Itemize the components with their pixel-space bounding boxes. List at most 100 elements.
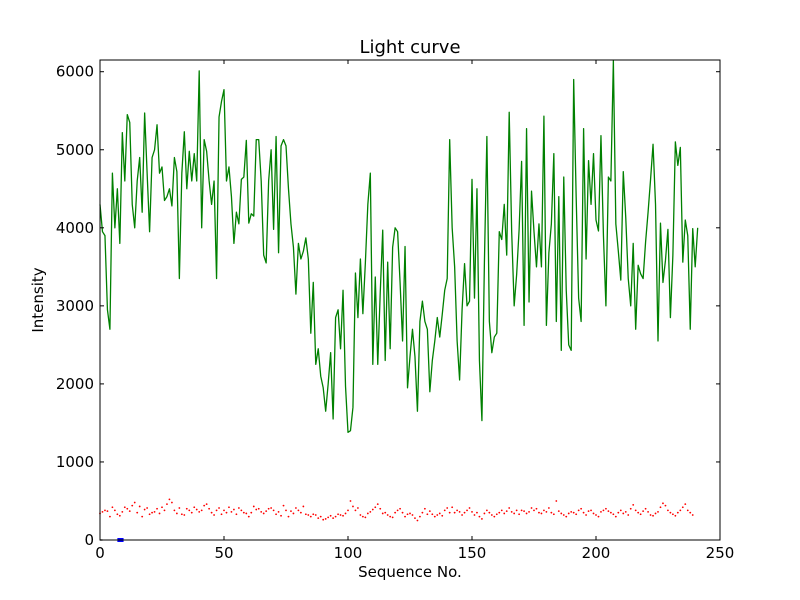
series-1-point-131 <box>423 507 426 510</box>
series-1-point-126 <box>411 514 414 516</box>
series-1-point-14 <box>133 501 136 504</box>
series-1-point-11 <box>126 507 129 510</box>
series-1-point-112 <box>376 503 379 505</box>
series-1-point-6 <box>113 509 116 512</box>
series-1-point-2 <box>104 509 106 512</box>
plot-frame <box>99 59 721 541</box>
series-1-point-32 <box>178 507 181 509</box>
series-1-point-177 <box>538 511 540 514</box>
series-1-point-100 <box>347 509 349 512</box>
series-1-point-22 <box>153 511 156 513</box>
series-1-point-193 <box>577 509 580 512</box>
series-1-point-50 <box>223 509 225 512</box>
series-1-point-200 <box>595 514 597 516</box>
series-1-point-82 <box>302 505 305 508</box>
series-1-point-66 <box>262 512 265 515</box>
series-1-point-182 <box>550 511 553 514</box>
series-1-point-231 <box>671 513 674 516</box>
series-1-point-107 <box>364 516 367 519</box>
series-1-point-159 <box>493 515 496 518</box>
series-1-point-161 <box>498 511 501 514</box>
series-1-point-176 <box>535 507 538 510</box>
series-1-point-64 <box>257 507 260 510</box>
series-1-point-224 <box>654 512 657 515</box>
x-tick-label: 150 <box>458 544 487 562</box>
series-1-point-225 <box>657 511 659 513</box>
series-1-point-166 <box>510 511 513 513</box>
series-1-point-102 <box>352 505 354 508</box>
series-1-point-105 <box>359 514 362 516</box>
series-1-point-171 <box>523 510 525 513</box>
series-1-point-209 <box>617 511 620 514</box>
series-1-point-148 <box>466 509 468 512</box>
series-1-point-25 <box>161 506 163 509</box>
series-1-point-141 <box>448 511 451 514</box>
series-1-point-183 <box>552 513 555 516</box>
series-1-point-10 <box>123 506 126 509</box>
series-1-point-33 <box>180 513 183 516</box>
series-1-point-123 <box>404 515 406 518</box>
series-1-point-4 <box>109 515 111 518</box>
series-1-point-28 <box>168 498 171 501</box>
series-1-point-147 <box>463 511 466 514</box>
series-1-point-145 <box>458 511 461 513</box>
series-1-point-174 <box>530 507 533 509</box>
series-1-point-206 <box>609 511 612 514</box>
series-1-point-233 <box>676 511 679 514</box>
series-1-point-47 <box>215 509 218 512</box>
series-1-point-142 <box>451 506 454 509</box>
series-1-point-92 <box>327 516 330 519</box>
series-1-point-117 <box>389 515 392 518</box>
series-1-point-190 <box>570 511 573 513</box>
series-1-point-53 <box>230 511 233 513</box>
series-1-point-13 <box>131 504 134 507</box>
series-1-point-76 <box>287 515 290 518</box>
series-1-point-223 <box>652 514 654 517</box>
series-1-point-198 <box>590 509 592 512</box>
series-1-point-48 <box>218 507 220 509</box>
series-1-point-84 <box>307 514 310 516</box>
chart-title: Light curve <box>359 37 460 58</box>
series-1-point-173 <box>528 511 530 513</box>
series-1-point-138 <box>441 514 444 517</box>
series-1-point-181 <box>547 507 550 509</box>
series-1-point-85 <box>309 515 312 518</box>
series-1-point-132 <box>426 513 429 516</box>
series-1-point-71 <box>275 513 277 516</box>
series-1-point-187 <box>562 514 565 516</box>
series-1-point-158 <box>490 514 493 516</box>
series-1-point-8 <box>118 514 121 517</box>
series-1-point-216 <box>634 509 637 512</box>
series-1-point-188 <box>565 515 568 518</box>
series-1-point-73 <box>280 514 282 517</box>
series-1-point-121 <box>399 507 401 510</box>
series-1-point-169 <box>518 513 521 516</box>
series-1-point-116 <box>386 514 389 516</box>
series-1-point-140 <box>446 507 449 509</box>
series-1-point-230 <box>669 511 672 514</box>
series-1-point-180 <box>545 511 548 513</box>
series-1-point-67 <box>265 510 268 513</box>
series-1-point-78 <box>292 512 295 515</box>
series-1-point-103 <box>354 509 357 512</box>
series-1-point-44 <box>208 507 211 510</box>
x-tick-label: 200 <box>582 544 611 562</box>
series-1-point-35 <box>185 507 188 510</box>
series-1-point-81 <box>299 511 302 514</box>
series-1-point-5 <box>111 506 114 509</box>
series-1-point-146 <box>461 514 463 516</box>
x-tick-label: 50 <box>214 544 233 562</box>
series-1-point-234 <box>679 509 682 512</box>
series-1-point-88 <box>317 517 320 520</box>
series-1-point-15 <box>136 511 139 514</box>
series-1-point-228 <box>664 504 667 507</box>
x-tick-label: 0 <box>95 544 105 562</box>
series-1-point-211 <box>622 512 625 515</box>
series-1-point-192 <box>575 513 578 516</box>
series-1-point-155 <box>483 512 486 515</box>
series-1-point-125 <box>409 512 411 515</box>
series-1-point-154 <box>481 518 483 520</box>
series-1-point-113 <box>379 507 382 510</box>
series-1-point-222 <box>649 514 652 516</box>
